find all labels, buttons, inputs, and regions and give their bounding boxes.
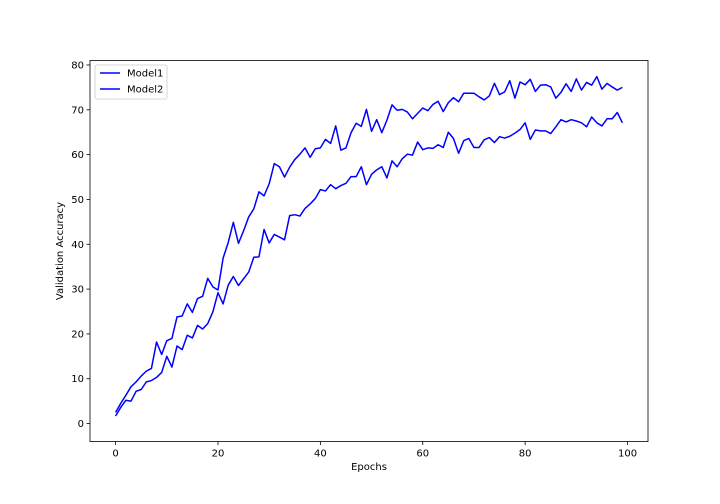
x-tick-label: 40 <box>314 449 327 460</box>
plot-area <box>89 60 649 442</box>
x-tick-label: 80 <box>519 449 532 460</box>
plot-frame <box>89 60 649 442</box>
x-tick-label: 100 <box>618 449 637 460</box>
y-tick-label: 0 <box>78 419 84 430</box>
y-tick-label: 30 <box>71 285 84 296</box>
y-axis-label: Validation Accuracy <box>55 202 66 300</box>
legend-label-model1: Model1 <box>127 69 163 80</box>
series-line-model1 <box>114 75 623 413</box>
y-tick-label: 10 <box>71 374 84 385</box>
y-tick-label: 40 <box>71 240 84 251</box>
x-tick-label: 0 <box>112 449 118 460</box>
legend-label-model2: Model2 <box>127 85 163 96</box>
y-tick-label: 80 <box>71 60 84 71</box>
y-tick-label: 20 <box>71 329 84 340</box>
y-tick-label: 70 <box>71 105 84 116</box>
y-tick-label: 60 <box>71 150 84 161</box>
x-tick-label: 60 <box>416 449 429 460</box>
y-tick-label: 50 <box>71 195 84 206</box>
series-line-model2 <box>114 111 624 417</box>
series-layer <box>114 75 624 417</box>
x-tick-label: 20 <box>212 449 225 460</box>
y-axis-ticks: 0 10 20 30 40 50 60 70 80 <box>71 60 90 430</box>
x-axis-label: Epochs <box>351 462 387 473</box>
x-axis-ticks: 0 20 40 60 80 100 <box>112 441 637 460</box>
legend: Model1 Model2 <box>94 64 168 100</box>
